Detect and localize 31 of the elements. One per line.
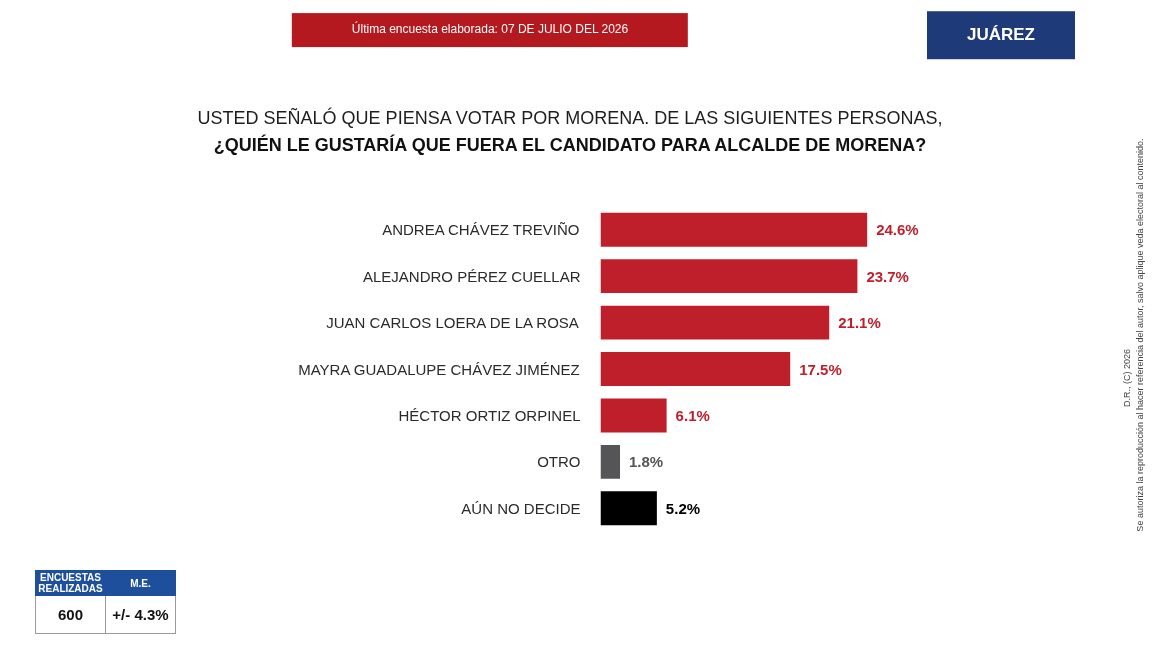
data-label: 6.1% (675, 406, 710, 424)
text: D.R., (C) 2026 (1121, 348, 1133, 408)
y-tick-label: HÉCTOR ORTIZ ORPINEL (398, 406, 581, 424)
text: Última encuesta elaborada: 07 DE JULIO DEL 2026 (291, 13, 689, 47)
bar (600, 259, 858, 294)
data-label: 23.7% (866, 267, 909, 285)
text: 600 (35, 595, 106, 634)
y-tick-label: AÚN NO DECIDE (461, 499, 581, 517)
data-label: 1.8% (629, 453, 664, 471)
data-label: 24.6% (876, 221, 919, 239)
data-label: 21.1% (838, 314, 881, 332)
chart-title: USTED SEÑALÓ QUE PIENSA VOTAR POR MORENA. DE LAS SIGUIENTES PERSONAS, (197, 107, 943, 129)
y-tick-label: ANDREA CHÁVEZ TREVIÑO (382, 221, 580, 239)
data-label: 17.5% (799, 360, 842, 378)
text: Se autoriza la reproducción al hacer referencia del autor, salvo aplique veda electoral al contenido. (1134, 138, 1146, 532)
text: +/- 4.3% (105, 595, 176, 634)
chart-subtitle: ¿QUIÉN LE GUSTARÍA QUE FUERA EL CANDIDATO PARA ALCALDE DE MORENA? (213, 134, 927, 156)
text: M.E. (105, 570, 176, 596)
y-tick-label: MAYRA GUADALUPE CHÁVEZ JIMÉNEZ (298, 360, 580, 378)
bar (600, 352, 791, 386)
text: ENCUESTAS REALIZADAS (35, 570, 106, 596)
bar (600, 212, 868, 247)
bar (600, 491, 657, 526)
y-tick-label: JUAN CARLOS LOERA DE LA ROSA (326, 314, 579, 332)
data-label: 5.2% (665, 499, 701, 517)
bar (600, 305, 830, 340)
y-tick-label: OTRO (537, 453, 581, 471)
y-tick-label: ALEJANDRO PÉREZ CUELLAR (362, 267, 581, 285)
bar (600, 444, 621, 479)
text: JUÁREZ (926, 11, 1076, 59)
bar (600, 398, 667, 433)
